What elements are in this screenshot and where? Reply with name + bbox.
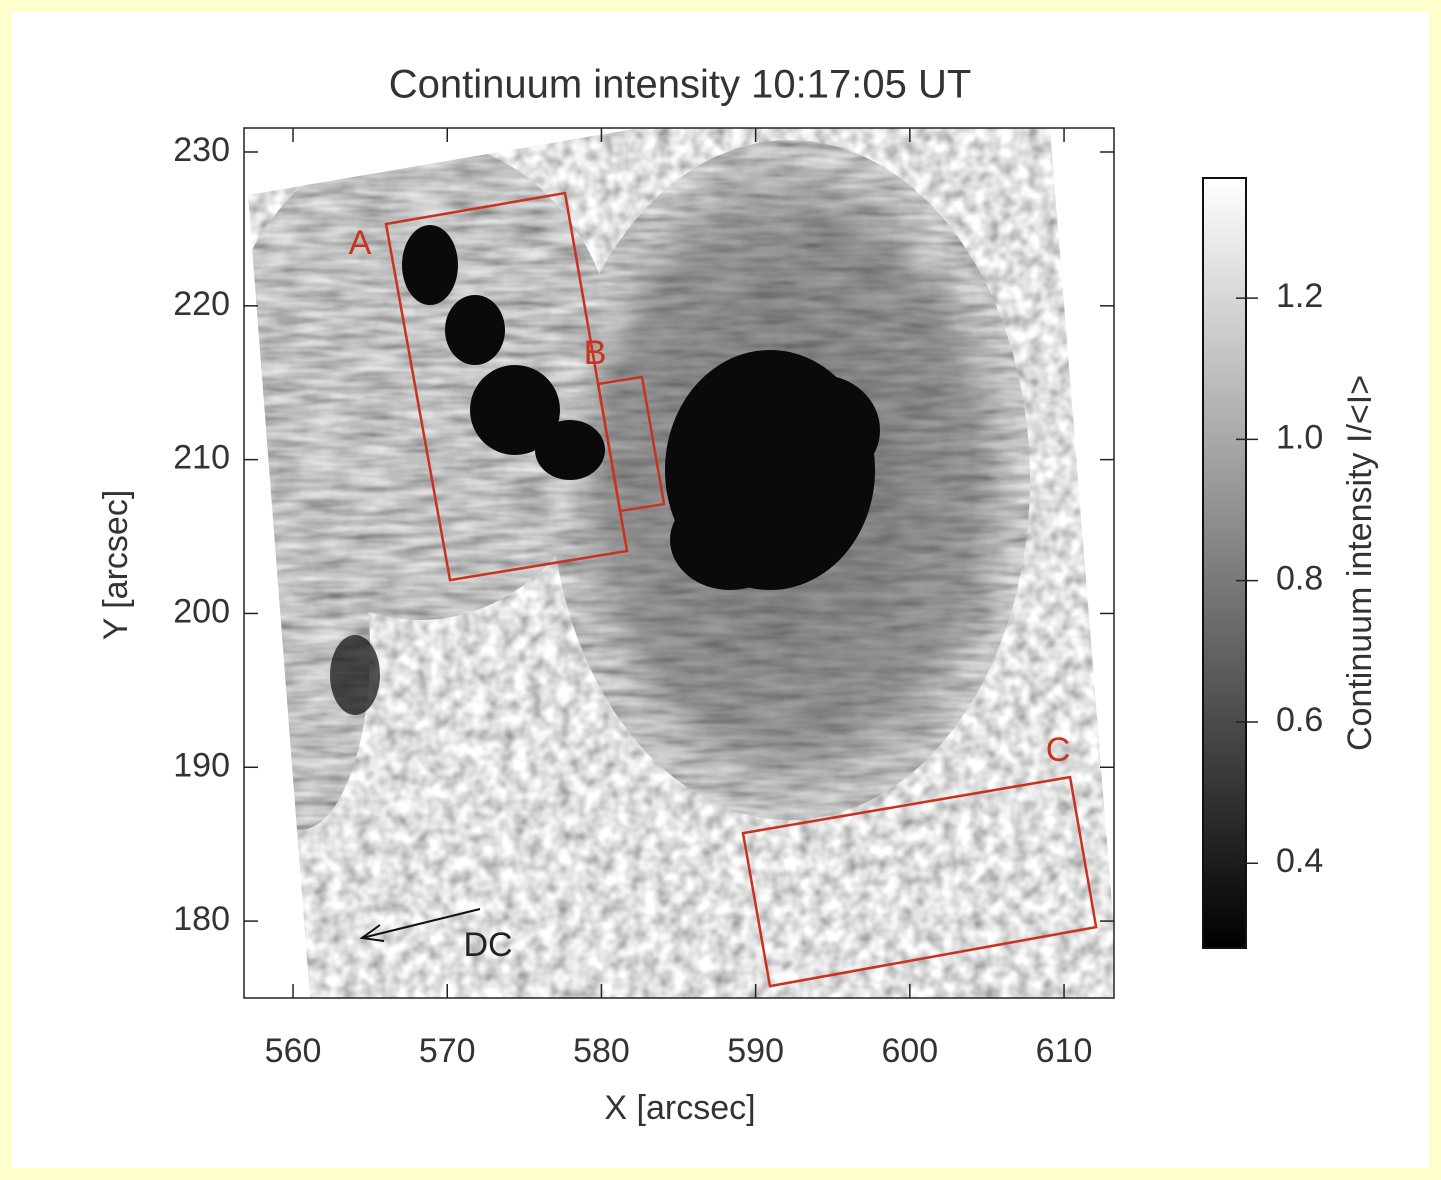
x-tick-label: 570 xyxy=(419,1032,476,1070)
colorbar-tick-label: 0.8 xyxy=(1276,560,1323,598)
x-axis-label: X [arcsec] xyxy=(604,1089,755,1127)
y-axis-label: Y [arcsec] xyxy=(97,490,135,641)
y-tick-label: 230 xyxy=(173,131,230,169)
solar-image xyxy=(244,128,1114,998)
y-tick-label: 200 xyxy=(173,592,230,630)
x-tick-label: 580 xyxy=(573,1032,630,1070)
colorbar-tick-label: 1.2 xyxy=(1276,277,1323,315)
y-tick-label: 220 xyxy=(173,285,230,323)
region-label: C xyxy=(1046,731,1071,769)
x-tick-label: 600 xyxy=(881,1032,938,1070)
chart: Continuum intensity 10:17:05 UT X [arcse… xyxy=(0,0,1441,1180)
y-tick-label: 210 xyxy=(173,439,230,477)
region-label: A xyxy=(349,224,372,262)
y-tick-label: 180 xyxy=(173,900,230,938)
colorbar xyxy=(1203,178,1246,948)
colorbar-tick-label: 0.6 xyxy=(1276,701,1323,739)
annotation: DC xyxy=(463,926,512,964)
x-tick-label: 610 xyxy=(1036,1032,1093,1070)
colorbar-tick-label: 1.0 xyxy=(1276,418,1323,456)
x-tick-label: 590 xyxy=(727,1032,784,1070)
y-tick-label: 190 xyxy=(173,746,230,784)
chart-title: Continuum intensity 10:17:05 UT xyxy=(389,63,972,107)
colorbar-tick-label: 0.4 xyxy=(1276,842,1323,880)
page: Continuum intensity 10:17:05 UT X [arcse… xyxy=(0,0,1441,1180)
region-label: B xyxy=(584,334,607,372)
colorbar-label: Continuum intensity I/<I> xyxy=(1341,375,1379,751)
x-tick-label: 560 xyxy=(265,1032,322,1070)
